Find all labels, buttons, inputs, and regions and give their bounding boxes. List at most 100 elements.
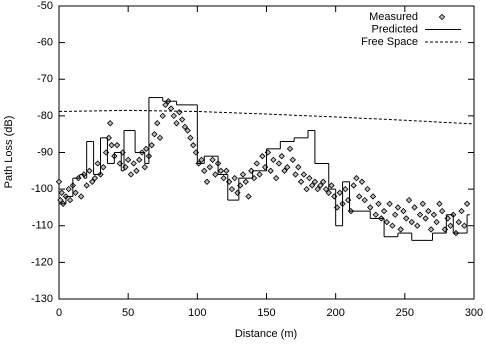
marker [286,145,294,153]
marker [461,222,468,229]
marker [198,156,205,163]
marker [350,182,357,189]
y-tick-label: -130 [31,293,53,305]
marker [66,196,74,204]
marker [342,185,349,193]
marker [375,200,382,207]
marker [113,142,121,149]
marker [391,211,399,218]
legend-label: Measured [369,11,418,23]
marker [181,123,189,131]
x-tick-label: 50 [122,307,134,319]
marker [405,196,413,204]
marker [242,178,249,185]
marker [320,178,327,185]
marker [133,167,140,174]
marker [223,167,230,174]
marker [284,163,291,171]
marker [292,171,299,178]
marker [89,178,96,185]
marker [400,207,407,215]
y-tick-label: -120 [31,256,53,268]
marker [212,171,219,178]
marker [361,196,368,204]
marker [439,207,446,215]
marker [142,145,150,153]
marker [416,211,424,218]
marker [201,167,208,174]
marker [203,178,211,185]
y-tick-label: -50 [37,0,53,12]
marker [136,156,143,163]
marker [184,127,191,134]
marker [167,105,175,112]
y-tick-label: -90 [37,146,53,158]
marker [65,185,72,193]
marker [148,142,155,149]
marker [256,171,263,178]
marker [58,189,65,196]
y-tick-label: -110 [32,220,53,232]
marker [154,120,161,127]
marker [253,160,260,167]
y-tick-label: -80 [37,110,53,122]
marker [389,222,396,229]
x-tick-label: 100 [188,307,206,319]
marker [267,167,274,174]
marker [422,215,429,222]
legend-marker [438,13,446,21]
y-tick-label: -60 [37,37,53,49]
marker [458,207,465,215]
marker [228,185,236,193]
marker [372,211,379,218]
marker [463,200,471,207]
marker [297,178,305,185]
marker [130,160,137,167]
marker [430,211,438,218]
marker [353,174,360,182]
marker [364,185,371,193]
marker [427,226,435,233]
marker [408,218,415,226]
marker [245,193,252,200]
marker [151,131,158,138]
x-tick-label: 150 [257,307,275,319]
marker [178,116,186,123]
marker [383,218,391,226]
marker [367,204,374,211]
marker [125,156,132,163]
marker [141,163,148,171]
marker [411,204,418,211]
y-axis-label: Path Loss (dB) [3,116,15,189]
marker [190,142,197,149]
marker [107,120,114,127]
marker [220,174,227,182]
marker [55,178,63,185]
marker [322,185,330,193]
marker [314,185,321,193]
legend-label: Predicted [372,23,418,35]
marker [231,174,238,182]
marker [455,218,462,226]
marker [325,189,332,196]
marker [447,222,454,229]
y-tick-label: -100 [31,183,53,195]
y-tick-label: -70 [37,73,53,85]
marker [187,134,194,142]
marker [419,200,426,207]
marker [239,171,247,178]
marker [403,215,410,222]
marker [425,207,432,215]
marker [86,167,93,174]
marker [259,152,266,160]
marker [108,142,115,149]
marker [83,182,90,189]
marker [57,196,64,204]
x-tick-label: 300 [465,307,483,319]
marker [289,156,296,163]
marker [433,218,440,226]
marker [170,112,177,120]
marker [159,112,166,120]
marker [72,189,79,196]
